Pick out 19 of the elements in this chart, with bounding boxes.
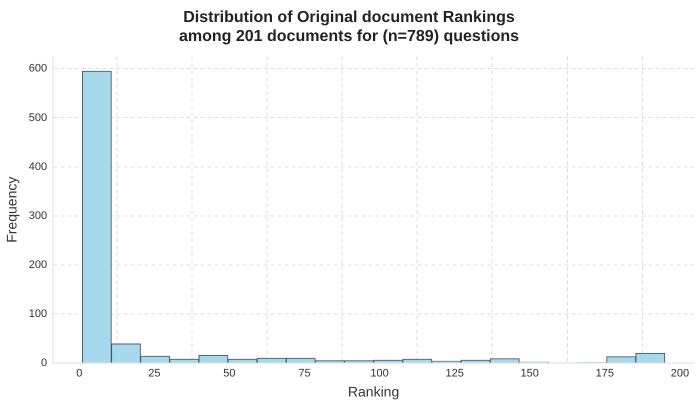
x-tick-label: 0	[76, 368, 82, 380]
x-tick-label: 50	[223, 368, 236, 380]
x-tick-label: 75	[298, 368, 311, 380]
y-tick-label: 400	[28, 160, 48, 173]
y-tick-label: 100	[28, 308, 48, 320]
y-tick-label: 500	[28, 112, 48, 124]
y-tick-label: 200	[28, 258, 48, 271]
x-tick-label: 175	[596, 368, 614, 380]
y-tick-label: 300	[28, 210, 48, 222]
y-axis-title: Frequency	[3, 176, 20, 243]
x-tick-label: 125	[445, 368, 464, 380]
x-axis-title: Ranking	[348, 383, 400, 400]
chart-title: Distribution of Original document Rankings among 201 documents for (n=789) questions	[178, 9, 520, 46]
y-tick-label: 0	[41, 357, 48, 370]
x-tick-label: 25	[148, 368, 160, 380]
x-tick-label: 200	[670, 368, 690, 380]
x-tick-label: 100	[370, 368, 389, 380]
x-tick-label: 150	[520, 368, 539, 380]
y-tick-label: 600	[28, 62, 48, 75]
